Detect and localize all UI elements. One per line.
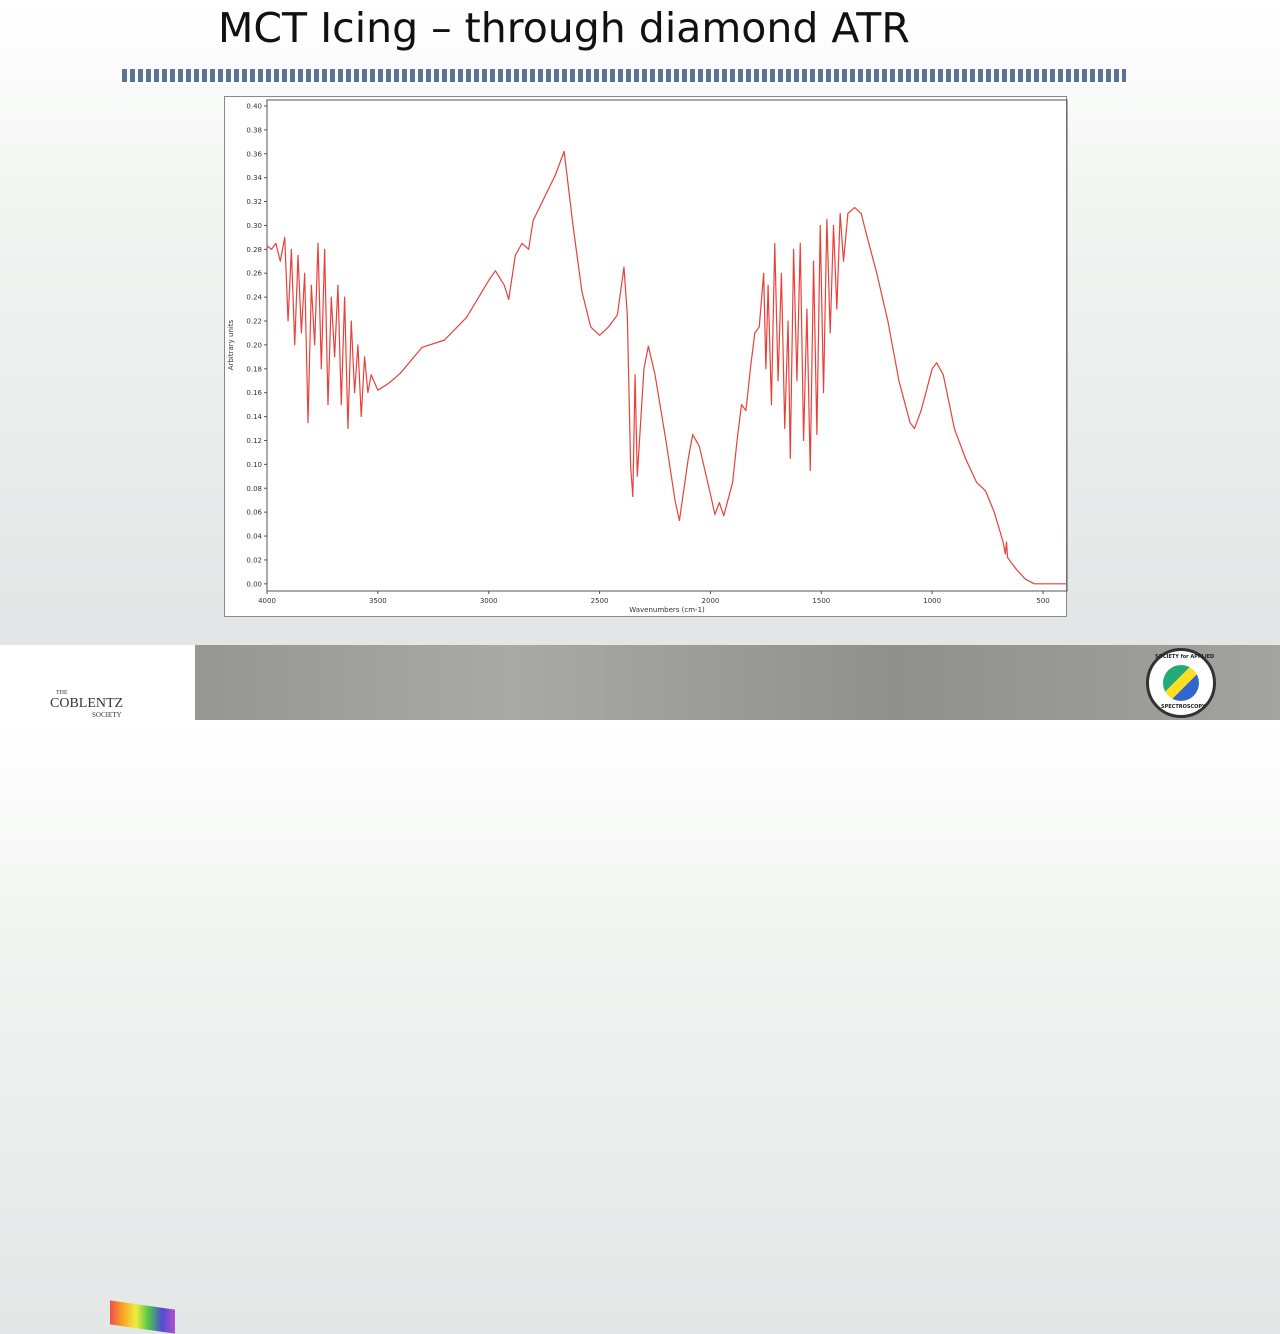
prism-graphic [110, 1300, 175, 1334]
y-tick-label: 0.38 [246, 126, 262, 134]
y-tick-label: 0.04 [246, 533, 262, 541]
y-tick-label: 0.12 [246, 437, 262, 445]
x-tick-label: 500 [1036, 597, 1049, 605]
title-rule [122, 69, 1126, 82]
y-tick-label: 0.30 [246, 222, 262, 230]
y-tick-label: 0.20 [246, 341, 262, 349]
seal-emblem [1163, 665, 1199, 701]
y-tick-label: 0.18 [246, 365, 262, 373]
y-tick-label: 0.28 [246, 246, 262, 254]
coblentz-logo: THE COBLENTZ SOCIETY [0, 645, 195, 1334]
x-tick-label: 3000 [480, 597, 498, 605]
y-tick-label: 0.14 [246, 413, 262, 421]
y-tick-label: 0.00 [246, 580, 262, 588]
y-tick-label: 0.34 [246, 174, 262, 182]
spectrum-line [266, 150, 1067, 585]
x-axis-label: Wavenumbers (cm-1) [629, 606, 705, 614]
y-tick-label: 0.40 [246, 102, 262, 110]
x-tick-label: 1000 [923, 597, 941, 605]
x-tick-label: 1500 [812, 597, 830, 605]
logo-text: THE [56, 690, 68, 696]
slide-title: MCT Icing – through diamond ATR [218, 4, 910, 52]
y-tick-label: 0.32 [246, 198, 262, 206]
x-tick-label: 4000 [258, 597, 276, 605]
seal-text: SPECTROSCOPY [1161, 704, 1206, 710]
x-tick-label: 2000 [702, 597, 720, 605]
logo-text: COBLENTZ [50, 696, 124, 711]
x-tick-label: 3500 [369, 597, 387, 605]
chart: Wavenumbers (cm-1) Arbitrary units 0.00 0… [227, 99, 1068, 614]
footer-band [0, 645, 1280, 720]
y-tick-label: 0.24 [246, 294, 262, 302]
y-tick-label: 0.02 [246, 556, 262, 564]
y-tick-label: 0.26 [246, 270, 262, 278]
plot-frame [266, 99, 1068, 592]
y-tick-label: 0.06 [246, 509, 262, 517]
x-tick-label: 2500 [591, 597, 609, 605]
logo-text: SOCIETY [92, 711, 122, 719]
y-tick-label: 0.16 [246, 389, 262, 397]
chart-panel: Wavenumbers (cm-1) Arbitrary units 0.00 0… [224, 96, 1068, 617]
y-tick-label: 0.36 [246, 150, 262, 158]
sas-seal: SOCIETY for APPLIED SPECTROSCOPY [1146, 648, 1216, 718]
y-tick-label: 0.22 [246, 318, 262, 326]
y-axis-label: Arbitrary units [227, 319, 235, 370]
y-tick-label: 0.08 [246, 485, 262, 493]
seal-text: SOCIETY for APPLIED [1155, 654, 1215, 660]
y-tick-label: 0.10 [246, 461, 262, 469]
